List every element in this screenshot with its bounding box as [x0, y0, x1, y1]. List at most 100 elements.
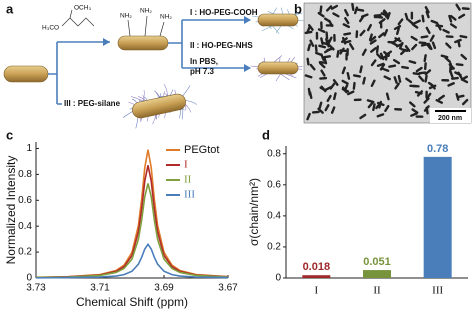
nanorod — [458, 13, 466, 19]
nanorod — [378, 32, 385, 39]
nanorod — [401, 65, 410, 70]
nanorod — [438, 94, 446, 101]
nanorod — [307, 43, 312, 52]
nanorod — [408, 60, 417, 65]
y-tick-label: 0 — [275, 273, 281, 284]
nanorod — [393, 76, 398, 84]
nanorod — [367, 101, 374, 109]
nanorod — [394, 107, 403, 111]
nanorod — [323, 17, 332, 23]
nanorod — [327, 36, 333, 44]
series-line — [35, 149, 229, 279]
bar — [302, 275, 331, 278]
nanorod — [306, 57, 310, 66]
nanorod — [424, 69, 432, 76]
nanorod — [343, 84, 349, 92]
nanorod — [400, 48, 409, 52]
nanorod — [320, 85, 327, 93]
nanorod — [423, 62, 427, 71]
nanorod — [311, 110, 320, 114]
nanorod — [456, 94, 465, 99]
nanorod — [353, 6, 359, 15]
route-label: III : PEG-silane — [64, 99, 121, 108]
chem-bond — [61, 9, 95, 27]
label-box — [62, 97, 120, 110]
y-tick-label: 0 — [26, 273, 32, 284]
nanorod — [359, 29, 366, 37]
nanorod — [368, 33, 373, 42]
nanorod — [392, 58, 401, 65]
nanorod — [440, 54, 449, 59]
nanorod — [445, 35, 454, 39]
nanorod — [376, 62, 385, 67]
nanorod — [325, 37, 329, 46]
nanorod — [376, 52, 383, 60]
nanorod — [309, 63, 316, 71]
y-tick-label: 0.2 — [18, 247, 32, 258]
nanorod — [460, 53, 468, 60]
y-axis-label: Normalized Intensity — [4, 156, 18, 265]
nanorod — [348, 42, 355, 51]
nanorod — [333, 92, 337, 101]
nanorod — [435, 99, 443, 104]
nanorod — [410, 11, 414, 20]
nanorod — [370, 79, 376, 87]
tem-rods — [304, 3, 470, 121]
nanorod — [380, 12, 389, 17]
scale-label: 200 nm — [438, 115, 462, 122]
nanorod — [356, 8, 365, 12]
nanorod — [315, 51, 323, 57]
nanorod — [425, 10, 430, 19]
nanorod — [336, 49, 340, 58]
nanorod — [307, 24, 314, 31]
nanorod — [409, 84, 418, 88]
x-tick-label: 3.69 — [154, 283, 174, 294]
nanorod — [325, 31, 329, 40]
nanorod — [430, 19, 439, 25]
gold-rod — [257, 13, 299, 27]
nanorod — [425, 42, 432, 50]
nanorod — [449, 65, 452, 74]
nanorod — [420, 35, 429, 39]
nanorod — [449, 14, 457, 21]
nanorod — [341, 79, 349, 85]
series-line — [35, 183, 229, 279]
nanorod — [386, 11, 391, 20]
nanorod — [333, 33, 336, 42]
chem-label: NH₂ — [120, 13, 132, 20]
nanorod — [423, 54, 427, 63]
nanorod — [344, 17, 350, 25]
panel-label: c — [6, 127, 13, 142]
chem-label: H₃CO — [42, 25, 59, 32]
nanorod — [425, 26, 431, 35]
nanorod — [379, 52, 385, 61]
nanorod — [361, 48, 367, 56]
bar — [423, 156, 452, 278]
y-tick-label: 0.8 — [18, 169, 32, 180]
bar — [363, 270, 391, 278]
nanorod — [393, 24, 402, 31]
nanorod — [344, 9, 349, 17]
nanorod — [409, 101, 416, 108]
nanorod — [423, 105, 430, 112]
x-tick-label: I — [314, 285, 318, 297]
nanorod — [461, 7, 470, 10]
nanorod — [309, 39, 315, 47]
nanorod — [411, 43, 418, 51]
nanorod — [411, 23, 419, 29]
nanorod — [317, 11, 325, 18]
y-axis-label: σ(chain/nm²) — [247, 178, 261, 246]
panel-label: a — [6, 1, 14, 16]
nanorod — [394, 82, 400, 90]
nanorod — [306, 112, 311, 121]
nanorod — [343, 32, 352, 36]
nanorod — [395, 42, 404, 48]
nanorod — [318, 44, 327, 49]
nanorod — [315, 31, 319, 40]
nanorod — [459, 34, 468, 39]
nanorod — [314, 44, 318, 53]
nanorod — [352, 81, 356, 90]
panel-a: a OCH₃ H₃CO NH₂ NH₂ NH₂ I : HO-PEG-COOH … — [3, 1, 304, 129]
nanorod — [397, 18, 404, 26]
gold-rod — [3, 65, 49, 83]
